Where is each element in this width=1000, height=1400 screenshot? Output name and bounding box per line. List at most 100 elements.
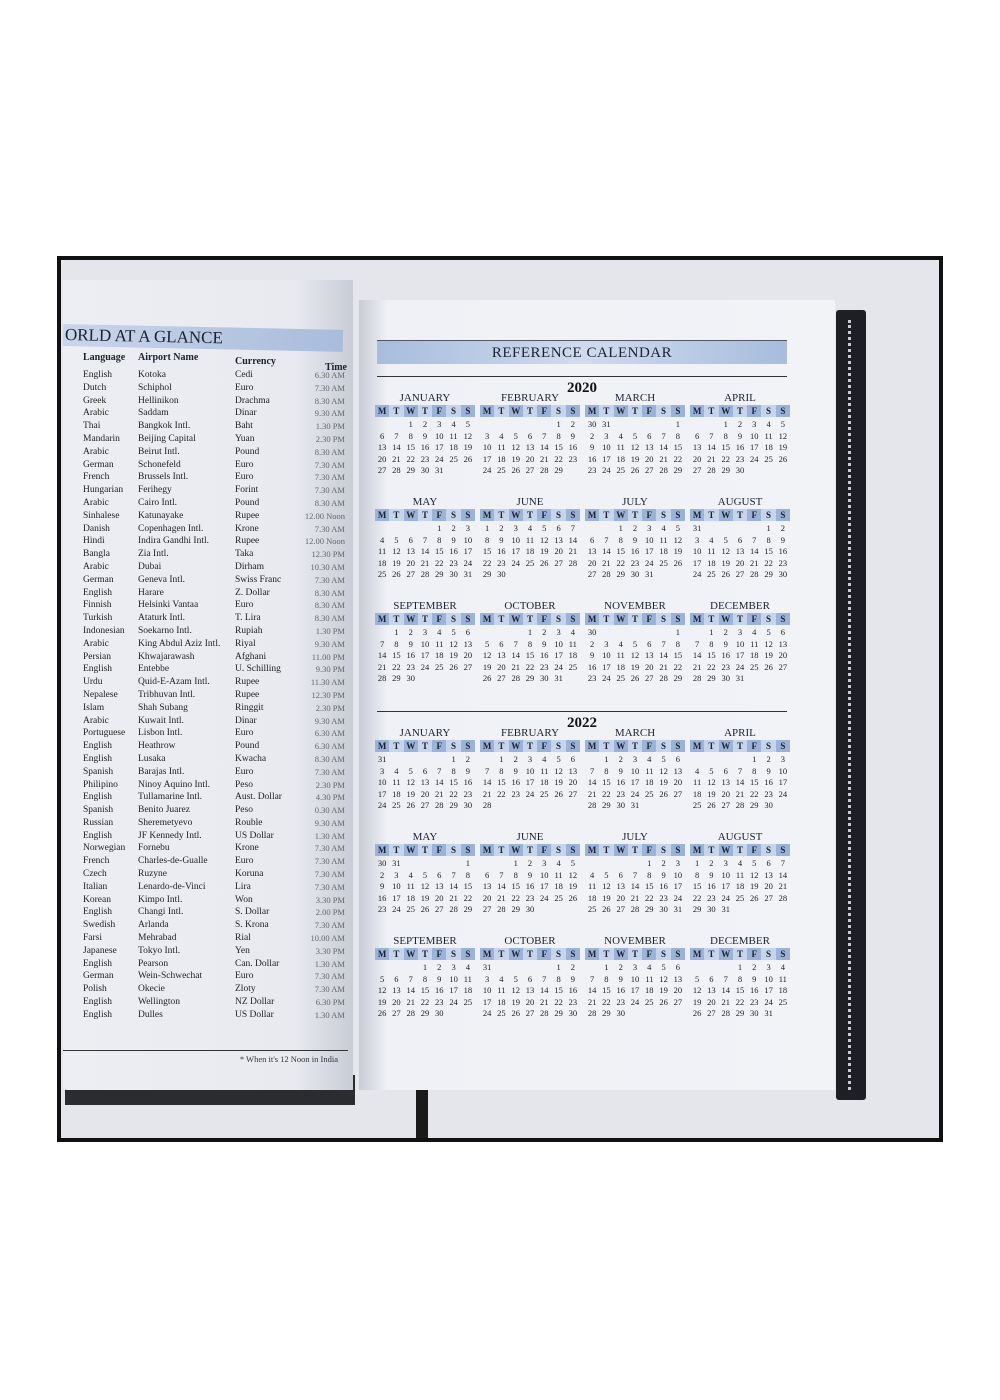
language-cell: Danish: [83, 523, 110, 534]
calendar-day: 4: [618, 430, 623, 441]
calendar-day: 27: [463, 661, 473, 672]
calendar-day: 2: [570, 419, 575, 429]
calendar-day: 9: [723, 638, 728, 649]
language-cell: French: [83, 472, 110, 483]
calendar-day: 19: [692, 996, 702, 1007]
month-name: JANUARY: [399, 727, 451, 739]
time-cell: 3.30 PM: [315, 894, 345, 905]
currency-cell: US Dollar: [235, 1009, 274, 1020]
calendar-day: 20: [463, 650, 473, 660]
calendar-day: 23: [497, 557, 506, 568]
language-cell: Sinhalese: [83, 510, 120, 521]
weekday-label: S: [661, 741, 667, 751]
time-cell: 4.30 PM: [315, 792, 345, 803]
weekday-label: F: [747, 405, 762, 417]
calendar-day: 3: [485, 973, 490, 984]
language-cell: Urdu: [83, 677, 103, 688]
calendar-day: 19: [540, 546, 549, 556]
calendar-day: 10: [449, 973, 458, 984]
calendar-day: 12: [707, 777, 716, 787]
calendar-day: 14: [435, 777, 444, 787]
weekday-label: M: [480, 509, 495, 521]
calendar-day: 25: [554, 892, 563, 903]
language-cell: Spanish: [83, 805, 114, 816]
language-cell: English: [83, 587, 113, 598]
calendar-day: [537, 800, 551, 812]
calendar-day: 10: [463, 534, 473, 545]
calendar-day: 28: [435, 800, 444, 810]
table-row: Indonesian Soekarno Intl. Rupiah 1.30 PM: [63, 626, 353, 639]
table-row: Mandarin Beijing Capital Yuan 2.30 PM: [63, 434, 353, 447]
calendar-day: 20: [673, 985, 683, 995]
days-grid: 1 2 3 4 5 6 7 8 9 10 11 12 13 14 15 16 17 18 19 20 21 22 23 24 2…: [480, 754, 580, 812]
language-cell: English: [83, 1009, 113, 1020]
calendar-day: 28: [406, 1008, 415, 1018]
calendar-day: 4: [766, 419, 771, 429]
calendar-day: 30: [778, 569, 788, 579]
calendar-day: [389, 523, 403, 535]
calendar-day: [585, 523, 599, 535]
time-cell: 2.30 PM: [315, 779, 345, 790]
calendar-day: [747, 904, 761, 916]
weekday-label: W: [613, 613, 628, 625]
calendar-day: [432, 754, 446, 766]
calendar-day: 16: [630, 546, 640, 556]
currency-cell: Won: [235, 894, 253, 905]
airport-name-cell: Lusaka: [138, 753, 166, 764]
time-cell: 7.30 AM: [314, 856, 345, 867]
calendar-day: 24: [435, 453, 444, 464]
calendar-day: 27: [778, 661, 788, 672]
calendar-day: 4: [695, 765, 700, 776]
weekday-label: W: [508, 844, 523, 856]
calendar-day: 29: [554, 465, 563, 475]
calendar-day: 27: [406, 569, 415, 579]
calendar-day: [656, 627, 670, 639]
calendar-day: 1: [618, 523, 623, 533]
currency-cell: S. Dollar: [235, 907, 270, 918]
time-cell: 12.00 Noon: [304, 536, 345, 547]
weekday-label: S: [460, 948, 475, 960]
calendar-day: 15: [602, 777, 611, 787]
table-row: English Entebbe U. Schilling 9.30 PM: [63, 664, 353, 677]
calendar-day: 21: [540, 453, 549, 464]
calendar-day: 8: [709, 638, 714, 649]
calendar-day: 12: [692, 985, 702, 995]
calendar-day: 11: [735, 869, 745, 880]
calendar-day: 26: [673, 557, 683, 568]
weekday-label: M: [480, 844, 495, 856]
currency-cell: Pound: [235, 741, 260, 752]
calendar-day: 31: [482, 962, 492, 972]
weekday-label: S: [775, 844, 790, 856]
weekday-label: T: [736, 406, 743, 416]
calendar-day: 12: [392, 546, 401, 556]
language-cell: Turkish: [83, 613, 113, 624]
calendar-day: 30: [735, 465, 745, 475]
currency-cell: Afghani: [235, 651, 267, 662]
calendar-day: 8: [485, 534, 490, 545]
weekday-label: F: [642, 405, 657, 417]
calendar-day: 10: [420, 638, 430, 649]
currency-cell: Euro: [235, 382, 254, 393]
calendar-day: 22: [673, 661, 683, 672]
days-grid: 31 1 2 3 4 5 6 7 8 9 10 11 12 13 14 15 16 17 18 19 20 21 22 23 2…: [480, 962, 580, 1020]
calendar-day: 11: [463, 973, 472, 984]
weekday-label: T: [421, 614, 428, 624]
calendar-day: 28: [587, 1008, 597, 1018]
calendar-day: 3: [604, 430, 609, 441]
weekday-label: S: [556, 614, 562, 624]
calendar-day: [480, 858, 494, 870]
calendar-day: 24: [778, 788, 788, 799]
weekday-label: W: [508, 948, 523, 960]
calendar-day: 12: [659, 973, 668, 984]
currency-cell: Drachma: [235, 395, 270, 406]
calendar-day: 21: [511, 661, 520, 672]
calendar-day: 8: [451, 765, 456, 776]
time-cell: 6.30 AM: [314, 741, 345, 752]
calendar-day: 26: [377, 1008, 387, 1018]
time-cell: 9.30 AM: [314, 715, 345, 726]
calendar-day: 19: [406, 788, 415, 799]
weekday-label: S: [565, 740, 580, 752]
calendar-day: 4: [661, 523, 666, 533]
currency-cell: Forint: [235, 485, 259, 496]
currency-cell: Dirham: [235, 561, 265, 572]
